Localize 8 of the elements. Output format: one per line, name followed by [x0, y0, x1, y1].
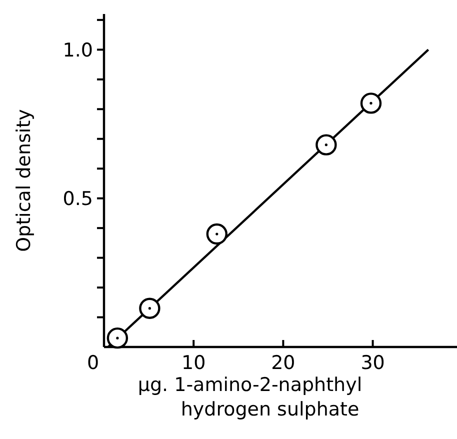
x-tick-label: 0 — [86, 352, 100, 374]
y-axis-title: Optical density — [13, 109, 35, 252]
x-axis-title: μg. 1-amino-2-naphthyl hydrogen sulphate — [138, 374, 362, 421]
x-tick-label: 10 — [182, 352, 206, 374]
y-tick-label: 1.0 — [62, 39, 93, 62]
x-tick-label: 30 — [360, 352, 385, 374]
x-tick-label: 20 — [271, 352, 296, 374]
y-tick-label: 0.5 — [62, 188, 93, 210]
